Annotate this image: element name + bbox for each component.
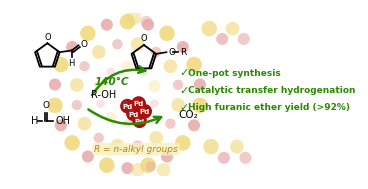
Circle shape (138, 112, 150, 124)
Circle shape (148, 80, 160, 92)
Circle shape (161, 150, 173, 163)
Circle shape (134, 99, 139, 104)
Circle shape (159, 26, 175, 41)
Circle shape (106, 68, 115, 76)
Circle shape (70, 78, 84, 92)
Text: R: R (180, 48, 187, 57)
Text: Pd: Pd (134, 119, 145, 125)
Circle shape (131, 163, 145, 177)
Circle shape (66, 41, 78, 53)
Circle shape (78, 117, 91, 131)
Circle shape (93, 133, 104, 143)
Circle shape (142, 19, 154, 31)
Circle shape (105, 112, 117, 124)
Circle shape (132, 140, 143, 151)
Circle shape (177, 41, 189, 53)
Circle shape (238, 33, 250, 45)
Circle shape (194, 78, 206, 91)
Text: O: O (42, 101, 49, 110)
Text: High furanic ether yield (>92%): High furanic ether yield (>92%) (188, 103, 350, 112)
Circle shape (192, 98, 208, 113)
Circle shape (121, 162, 134, 174)
Circle shape (96, 99, 105, 108)
Circle shape (173, 80, 183, 90)
Circle shape (126, 10, 141, 25)
Text: Pd: Pd (134, 101, 144, 107)
Circle shape (175, 135, 191, 151)
Circle shape (82, 150, 94, 163)
Circle shape (92, 45, 106, 59)
Circle shape (188, 119, 200, 131)
Circle shape (140, 16, 152, 28)
Circle shape (140, 157, 156, 173)
Circle shape (72, 100, 82, 110)
Circle shape (131, 37, 144, 51)
Circle shape (230, 140, 244, 153)
Circle shape (171, 98, 185, 112)
Text: Pd: Pd (122, 104, 132, 110)
Text: O: O (168, 48, 175, 57)
Circle shape (151, 47, 161, 57)
Text: H: H (68, 59, 75, 68)
Circle shape (203, 139, 219, 154)
Circle shape (53, 57, 68, 72)
Circle shape (186, 57, 202, 72)
Circle shape (131, 96, 146, 111)
Circle shape (150, 99, 159, 108)
Circle shape (140, 107, 145, 112)
Circle shape (95, 80, 106, 92)
Circle shape (140, 68, 148, 76)
Text: Catalytic transfer hydrogenation: Catalytic transfer hydrogenation (188, 86, 355, 95)
Text: One-pot synthesis: One-pot synthesis (188, 69, 280, 78)
Circle shape (163, 59, 177, 73)
Circle shape (123, 119, 132, 128)
Circle shape (101, 19, 113, 31)
Text: O: O (141, 34, 147, 43)
Text: H: H (31, 116, 38, 126)
Circle shape (240, 152, 251, 164)
Circle shape (157, 163, 170, 177)
Text: Pd: Pd (139, 109, 150, 115)
Circle shape (132, 113, 147, 128)
Circle shape (165, 119, 176, 129)
Text: R-OH: R-OH (91, 90, 116, 100)
Circle shape (64, 135, 80, 151)
Circle shape (55, 119, 67, 131)
Text: ✓: ✓ (179, 103, 188, 113)
Circle shape (129, 109, 134, 114)
Text: O: O (80, 40, 87, 49)
Text: R = n-alkyl groups: R = n-alkyl groups (94, 145, 178, 154)
Circle shape (126, 107, 141, 121)
Text: O: O (44, 33, 51, 42)
Circle shape (99, 157, 114, 173)
Circle shape (123, 101, 128, 107)
Text: CO₂: CO₂ (178, 110, 198, 120)
Circle shape (112, 39, 123, 49)
Circle shape (216, 33, 228, 45)
Circle shape (135, 116, 140, 121)
Circle shape (47, 98, 63, 113)
Text: Pd: Pd (128, 112, 139, 118)
Circle shape (110, 139, 124, 153)
Circle shape (202, 21, 217, 36)
Circle shape (226, 22, 240, 36)
Circle shape (120, 14, 135, 29)
Text: ✓: ✓ (179, 68, 188, 78)
Circle shape (79, 61, 90, 71)
Text: 140°C: 140°C (95, 77, 129, 87)
Text: ✓: ✓ (179, 86, 188, 96)
Circle shape (218, 152, 230, 164)
Circle shape (121, 60, 134, 73)
Circle shape (145, 161, 156, 172)
Circle shape (137, 104, 152, 119)
Circle shape (49, 78, 61, 91)
Circle shape (149, 131, 163, 145)
Text: OH: OH (56, 116, 71, 126)
Circle shape (120, 99, 135, 113)
Circle shape (80, 26, 96, 41)
